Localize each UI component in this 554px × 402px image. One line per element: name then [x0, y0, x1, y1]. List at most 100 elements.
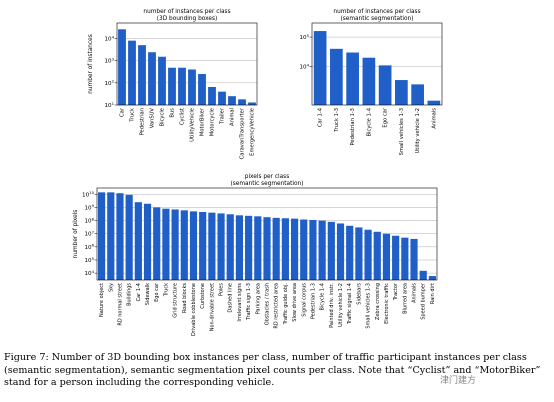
bar-2-10: [189, 211, 198, 280]
xtick-label-0-10: Trailer: [220, 107, 226, 125]
xtick-label-2-26: Utility vehicle 1-2: [338, 283, 344, 327]
xtick-label-0-1: Truck: [130, 108, 136, 123]
bar-2-24: [318, 220, 326, 280]
bar-2-4: [134, 202, 142, 280]
bar-2-7: [162, 208, 170, 280]
bar-0-13: [248, 102, 256, 105]
xtick-label-0-2: Pedestrian: [140, 108, 146, 135]
xtick-label-0-0: Car: [120, 107, 126, 117]
xtick-label-2-33: Blurred area: [402, 283, 408, 314]
ylabel-0: number of instances: [88, 34, 94, 93]
bar-2-15: [235, 215, 244, 280]
bar-1-4: [378, 65, 392, 105]
xtick-label-0-3: VanSUV: [150, 108, 156, 129]
xtick-label-2-13: Poles: [219, 283, 225, 296]
bar-0-4: [158, 56, 166, 105]
bar-2-29: [364, 229, 372, 280]
ytick-label-1-4: 104: [299, 62, 309, 70]
ytick-label-2-8: 108: [84, 216, 94, 224]
chart-subtitle-2: (semantic segmentation): [231, 181, 304, 187]
ytick-label-2-5: 105: [84, 256, 94, 264]
bar-2-31: [382, 233, 391, 280]
chart-title-0: number of instances per class: [143, 9, 230, 15]
ytick-label-2-9: 109: [84, 203, 94, 211]
axes-frame-0: [116, 22, 258, 106]
xtick-label-2-23: Pedestrian 1-3: [310, 283, 316, 319]
chart-subtitle-1: (semantic segmentation): [341, 16, 414, 22]
xtick-label-2-5: Sidewalk: [145, 283, 151, 305]
xtick-label-2-27: Traffic signal 1-4: [347, 283, 353, 325]
bar-2-13: [217, 213, 225, 280]
xtick-label-1-5: Small vehicles 1-3: [399, 108, 405, 155]
xtick-label-2-14: Dashed line: [228, 283, 234, 313]
ytick-label-1-5: 105: [299, 33, 309, 41]
bar-2-17: [254, 216, 262, 280]
bar-1-1: [330, 48, 343, 105]
xtick-label-2-30: Zebra crossing: [375, 283, 381, 320]
bar-2-16: [245, 215, 253, 280]
bar-2-18: [263, 217, 271, 280]
axes-frame-1: [311, 22, 443, 106]
ytick-label-0-1: 101: [104, 101, 114, 109]
bar-1-0: [313, 31, 327, 105]
bar-2-21: [290, 218, 299, 280]
ytick-label-2-10: 1010: [82, 190, 95, 198]
xtick-label-2-35: Speed bumper: [421, 282, 427, 320]
xtick-label-2-24: Bicycle 1-4: [320, 283, 326, 311]
axes-frame-2: [96, 187, 438, 281]
bar-2-35: [419, 270, 427, 280]
chart-title-1: number of instances per class: [333, 9, 420, 15]
bar-0-10: [218, 91, 226, 105]
xtick-label-1-3: Bicycle 1-4: [366, 107, 372, 136]
xtick-label-1-2: Pedestrian 1-3: [350, 108, 356, 146]
xtick-label-2-8: Grid structure: [173, 283, 179, 318]
xtick-label-2-1: Sky: [108, 283, 114, 292]
xtick-label-1-1: Truck 1-3: [334, 108, 340, 133]
ytick-label-0-4: 104: [104, 34, 114, 42]
xtick-label-0-11: Animal: [230, 108, 236, 126]
xtick-label-2-10: Drivable cobblestone: [191, 283, 197, 336]
watermark: 津门建方: [440, 376, 477, 386]
bar-2-5: [143, 203, 152, 280]
xtick-label-2-21: Slow drive area: [292, 283, 298, 322]
xtick-label-2-11: Curbstone: [200, 283, 206, 309]
xtick-label-2-12: Non-drivable street: [209, 283, 215, 331]
xtick-label-2-7: Truck: [163, 283, 169, 297]
xtick-label-1-7: Animals: [431, 108, 437, 129]
bar-2-20: [281, 218, 289, 280]
ytick-label-2-7: 107: [84, 229, 94, 237]
bar-2-23: [309, 220, 317, 280]
chart-subtitle-0: (3D bounding boxes): [157, 16, 217, 22]
xtick-label-0-13: EmergencyVehicle: [250, 108, 256, 156]
xtick-label-0-7: UtilityVehicle: [190, 108, 196, 142]
xtick-label-1-4: Ego car: [383, 107, 389, 127]
bar-2-32: [392, 235, 400, 280]
xtick-label-0-6: Cyclist: [180, 108, 186, 125]
xtick-label-2-19: RD restricted area: [274, 283, 280, 329]
bar-0-9: [208, 86, 216, 105]
xtick-label-2-16: Traffic sign 1-3: [246, 283, 252, 321]
bar-2-30: [373, 231, 381, 280]
xtick-label-2-0: Nature object: [99, 283, 105, 317]
xtick-label-0-5: Bus: [170, 108, 176, 118]
xtick-label-1-0: Car 1-4: [318, 107, 324, 127]
bar-0-2: [138, 45, 146, 105]
bar-0-8: [198, 74, 206, 105]
ytick-label-0-3: 103: [104, 56, 114, 64]
bar-2-9: [180, 210, 188, 280]
bar-2-27: [346, 225, 354, 280]
xtick-label-2-6: Ego car: [154, 282, 160, 302]
bar-2-19: [272, 217, 280, 280]
bar-2-11: [199, 211, 207, 280]
bar-2-26: [336, 223, 345, 280]
xtick-label-2-25: Painted driv. instr.: [329, 283, 335, 328]
xtick-label-2-2: RD normal street: [117, 283, 123, 326]
bar-2-0: [98, 192, 106, 280]
xtick-label-2-22: Signal corpus: [301, 283, 307, 317]
bar-0-5: [168, 67, 176, 105]
bar-2-33: [401, 237, 409, 280]
bar-0-11: [228, 96, 236, 105]
ylabel-2: number of pixels: [73, 210, 79, 259]
bar-0-1: [128, 40, 136, 105]
